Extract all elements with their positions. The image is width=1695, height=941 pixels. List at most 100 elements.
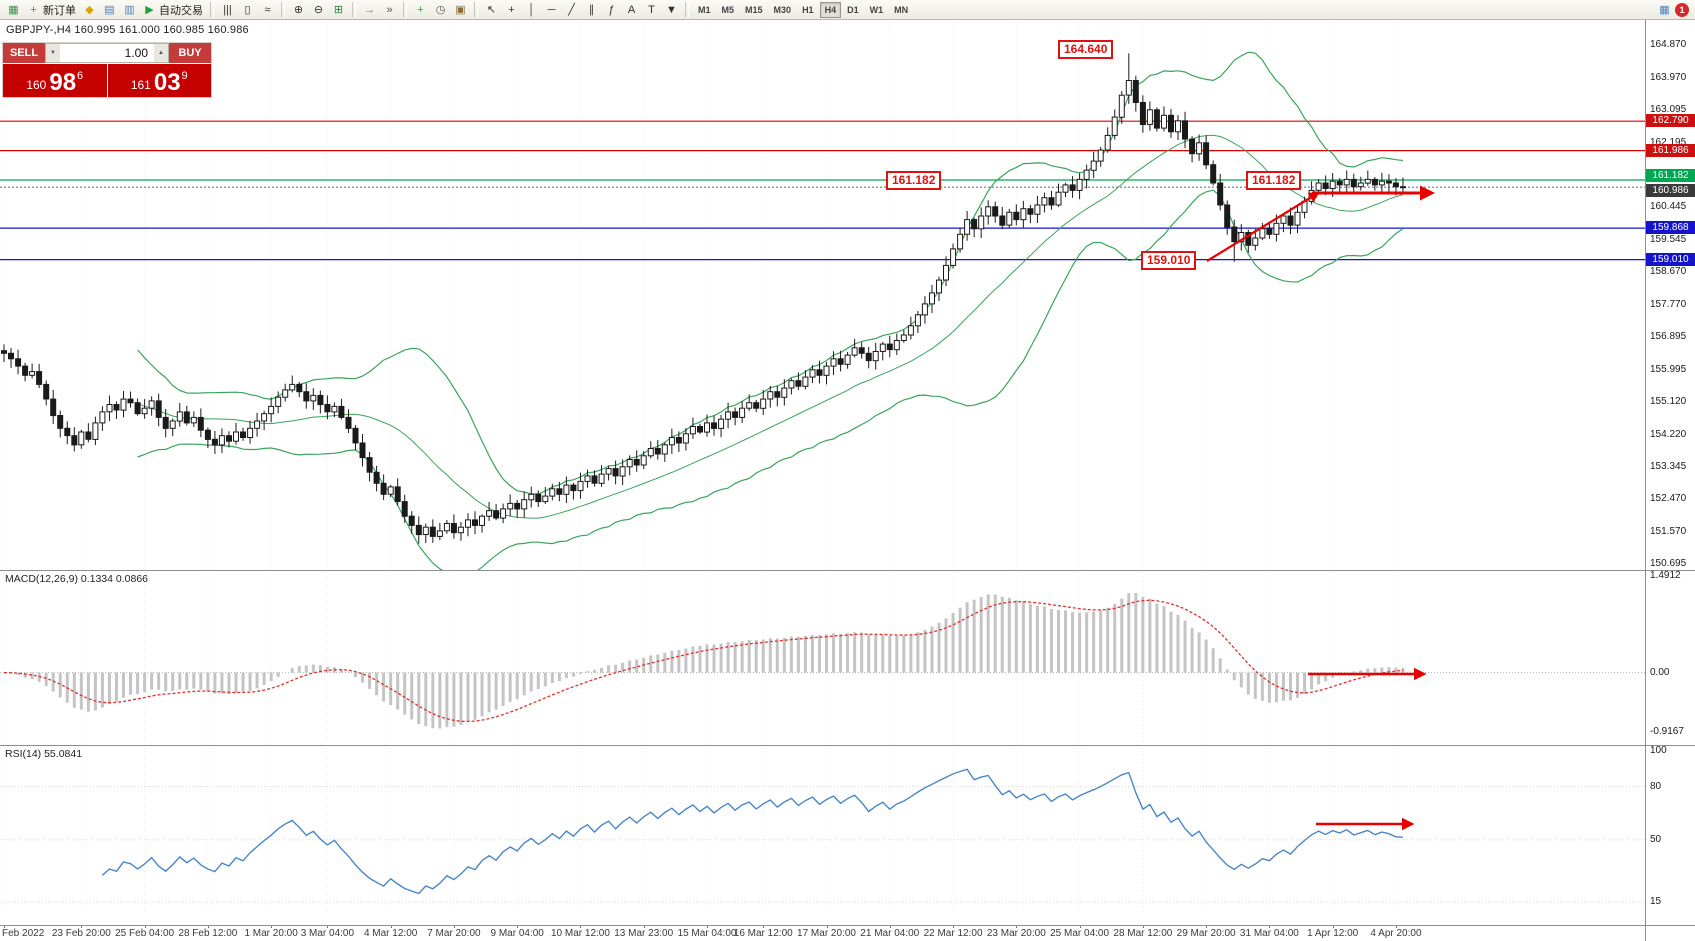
trendline-icon[interactable]: ╱ xyxy=(562,1,581,19)
macd-indicator-pane[interactable] xyxy=(0,570,1645,745)
annotation-resistance-left[interactable]: 161.182 xyxy=(886,171,942,190)
candle-body xyxy=(197,416,204,431)
annotation-resistance-right[interactable]: 161.182 xyxy=(1246,171,1302,190)
timeframe-H1[interactable]: H1 xyxy=(802,4,814,15)
timeframe-H4[interactable]: H4 xyxy=(819,1,842,18)
timeframe-MN[interactable]: MN xyxy=(894,4,909,15)
volume-decrease-button[interactable]: ▼ xyxy=(46,44,60,62)
candle-body xyxy=(85,431,92,440)
pane-divider-rsi[interactable] xyxy=(0,745,1695,746)
new-chart-icon[interactable]: ▦ xyxy=(4,1,23,19)
volume-value[interactable]: 1.00 xyxy=(124,46,148,60)
price-tick: 163.970 xyxy=(1650,72,1687,83)
indicators-icon[interactable]: + xyxy=(411,1,430,19)
volume-stepper[interactable]: ▼ 1.00 ▲ xyxy=(45,43,169,63)
timeframe-M30[interactable]: M30 xyxy=(773,4,792,15)
timeframe-M1[interactable]: M1 xyxy=(698,4,711,15)
candle-body xyxy=(1111,116,1118,136)
candle-body xyxy=(22,365,29,376)
price-axis[interactable]: 164.870 163.970 163.095 162.195 160.445 159.5… xyxy=(1645,20,1695,941)
candle-body xyxy=(1343,178,1350,186)
time-tick xyxy=(763,925,764,928)
timeframe-D1[interactable]: D1 xyxy=(847,4,859,15)
time-axis[interactable]: Feb 2022 23 Feb 20:00 25 Feb 04:00 28 Feb 1… xyxy=(0,925,1645,941)
channel-icon[interactable]: ∥ xyxy=(582,1,601,19)
fibonacci-icon[interactable]: ƒ xyxy=(602,1,621,19)
rsi-scale-tick: 15 xyxy=(1650,896,1662,907)
timeframe-M5[interactable]: M5 xyxy=(721,4,735,15)
macd-scale-tick: 1.4912 xyxy=(1650,570,1681,581)
terminal-icon[interactable]: ▥ xyxy=(120,1,139,19)
candle-body xyxy=(233,431,239,442)
toolbar-separator xyxy=(685,2,689,17)
time-label: 4 Mar 12:00 xyxy=(363,928,418,939)
arrows-icon[interactable]: ▼ xyxy=(662,1,681,19)
label-icon[interactable]: T xyxy=(642,1,661,19)
candle-body xyxy=(1139,102,1146,125)
candle-body xyxy=(268,405,275,415)
zoom-out-icon[interactable]: ⊖ xyxy=(309,1,328,19)
time-label: 13 Mar 23:00 xyxy=(614,928,674,939)
candle-body xyxy=(1055,191,1062,206)
time-label: 31 Mar 04:00 xyxy=(1239,928,1299,939)
periods-icon[interactable]: ◷ xyxy=(431,1,450,19)
auto-scroll-icon[interactable]: → xyxy=(360,1,379,19)
candle-body xyxy=(865,352,872,362)
candle-body xyxy=(1287,215,1294,226)
time-tick xyxy=(517,925,518,928)
data-window-icon[interactable]: ▦ xyxy=(1655,1,1674,19)
crosshair-icon[interactable]: + xyxy=(502,1,521,19)
profiles-icon: ▤ xyxy=(104,3,115,16)
sell-price-display[interactable]: 160 98 6 xyxy=(3,64,107,97)
horizontal-line-icon[interactable]: ─ xyxy=(542,1,561,19)
candle-body xyxy=(1132,80,1139,103)
autotrading-button[interactable]: ▶ 自动交易 xyxy=(140,1,206,19)
candle-body xyxy=(240,431,246,438)
compass-icon[interactable]: ◆ xyxy=(80,1,99,19)
annotation-peak-price[interactable]: 164.640 xyxy=(1058,40,1114,59)
candle-body xyxy=(1224,204,1231,228)
candle-body xyxy=(1231,226,1238,243)
new-order-button[interactable]: + 新订单 xyxy=(24,1,79,19)
rsi-indicator-pane[interactable] xyxy=(0,745,1645,915)
line-chart-icon[interactable]: ≈ xyxy=(258,1,277,19)
buy-price-sup: 9 xyxy=(181,70,188,82)
price-tick: 159.545 xyxy=(1650,234,1687,245)
candle-body xyxy=(598,473,605,484)
candlestick-chart-icon[interactable]: ▯ xyxy=(238,1,257,19)
crosshair-icon: + xyxy=(508,3,515,16)
candle-body xyxy=(1357,182,1364,188)
time-tick xyxy=(327,925,328,928)
text-icon[interactable]: A xyxy=(622,1,641,19)
sell-button[interactable]: SELL xyxy=(3,43,45,63)
candle-body xyxy=(514,502,521,510)
templates-icon[interactable]: ▣ xyxy=(451,1,470,19)
vertical-line-icon[interactable]: │ xyxy=(522,1,541,19)
annotation-swing-low[interactable]: 159.010 xyxy=(1141,251,1197,270)
volume-increase-button[interactable]: ▲ xyxy=(154,44,168,62)
chart-shift-icon[interactable]: » xyxy=(380,1,399,19)
tile-windows-icon[interactable]: ⊞ xyxy=(329,1,348,19)
profiles-icon[interactable]: ▤ xyxy=(100,1,119,19)
zoom-in-icon[interactable]: ⊕ xyxy=(289,1,308,19)
buy-price-display[interactable]: 161 03 9 xyxy=(107,64,211,97)
candle-body xyxy=(436,530,443,537)
bar-chart-icon[interactable]: ||| xyxy=(218,1,237,19)
candle-body xyxy=(443,523,450,532)
time-tick xyxy=(145,925,146,928)
main-price-chart[interactable] xyxy=(0,20,1645,570)
rsi-scale-tick: 100 xyxy=(1650,745,1667,756)
timeframe-M15[interactable]: M15 xyxy=(745,4,763,15)
candle-body xyxy=(1118,94,1125,118)
candle-body xyxy=(500,508,507,519)
timeframe-W1[interactable]: W1 xyxy=(869,4,884,15)
pane-divider-macd[interactable] xyxy=(0,570,1695,571)
candle-body xyxy=(900,334,907,341)
time-tick xyxy=(890,925,891,928)
candle-body xyxy=(971,219,978,230)
candle-body xyxy=(155,400,162,418)
trend-arrow[interactable] xyxy=(1206,191,1320,262)
notification-badge[interactable]: 1 xyxy=(1675,2,1689,17)
cursor-icon[interactable]: ↖ xyxy=(482,1,501,19)
buy-button[interactable]: BUY xyxy=(169,43,211,63)
